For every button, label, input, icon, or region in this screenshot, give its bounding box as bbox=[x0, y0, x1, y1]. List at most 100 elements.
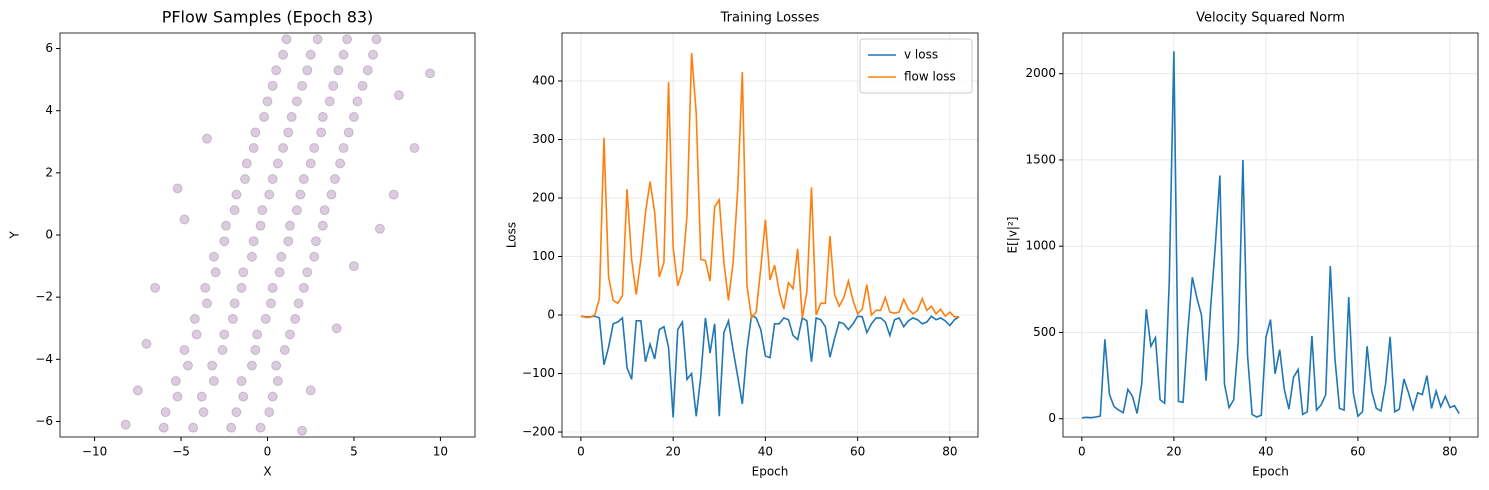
point bbox=[281, 34, 292, 45]
point bbox=[200, 282, 211, 293]
point bbox=[283, 236, 294, 247]
x-tick-label: 60 bbox=[1350, 445, 1365, 459]
line bbox=[580, 52, 960, 320]
point bbox=[298, 174, 309, 185]
point bbox=[255, 220, 266, 231]
point bbox=[198, 407, 209, 418]
y-tick-label: −200 bbox=[522, 425, 555, 439]
point bbox=[324, 96, 335, 107]
point bbox=[312, 34, 323, 45]
point bbox=[290, 313, 301, 324]
point bbox=[236, 282, 247, 293]
point bbox=[348, 261, 359, 272]
x-axis-label: Epoch bbox=[1252, 465, 1289, 479]
point bbox=[267, 282, 278, 293]
x-tick-label: −5 bbox=[172, 445, 190, 459]
point bbox=[409, 142, 420, 153]
point bbox=[302, 267, 313, 278]
point bbox=[272, 158, 283, 169]
subplot: 0 20 40 60 80 0 500 1000 1500 2000 Velocity Square… bbox=[1006, 11, 1479, 479]
point bbox=[255, 422, 266, 433]
point bbox=[352, 96, 363, 107]
point bbox=[297, 425, 308, 436]
point bbox=[264, 407, 275, 418]
point bbox=[342, 34, 353, 45]
point bbox=[371, 34, 382, 45]
point bbox=[305, 158, 316, 169]
legend-box bbox=[859, 38, 973, 94]
point bbox=[272, 376, 283, 387]
legend-label: flow loss bbox=[904, 70, 956, 84]
y-tick-label: −100 bbox=[522, 366, 555, 380]
y-tick-label: 2 bbox=[45, 165, 53, 179]
y-tick-label: −6 bbox=[35, 414, 53, 428]
point bbox=[374, 223, 385, 234]
point bbox=[241, 158, 252, 169]
plot-area bbox=[120, 34, 436, 436]
point bbox=[262, 96, 273, 107]
plot-area bbox=[1081, 51, 1460, 419]
point bbox=[278, 142, 289, 153]
point bbox=[182, 360, 193, 371]
point bbox=[298, 282, 309, 293]
point bbox=[316, 127, 327, 138]
point bbox=[329, 174, 340, 185]
x-axis-label: X bbox=[263, 465, 271, 479]
point bbox=[310, 236, 321, 247]
y-tick-label: 400 bbox=[532, 73, 555, 87]
point bbox=[317, 111, 328, 122]
point bbox=[348, 111, 359, 122]
point bbox=[279, 344, 290, 355]
point bbox=[219, 236, 230, 247]
point bbox=[196, 391, 207, 402]
point bbox=[338, 49, 349, 60]
point bbox=[267, 174, 278, 185]
point bbox=[208, 376, 219, 387]
point bbox=[328, 80, 339, 91]
point bbox=[309, 251, 320, 262]
point bbox=[278, 49, 289, 60]
point bbox=[236, 376, 247, 387]
x-tick-label: −10 bbox=[82, 445, 107, 459]
point bbox=[229, 205, 240, 216]
x-tick-label: 80 bbox=[942, 445, 957, 459]
y-tick-label: 2000 bbox=[1025, 66, 1056, 80]
point bbox=[291, 96, 302, 107]
y-tick-label: 1500 bbox=[1025, 152, 1056, 166]
point bbox=[271, 65, 282, 76]
point bbox=[252, 329, 263, 340]
x-tick-label: 20 bbox=[666, 445, 681, 459]
point bbox=[267, 391, 278, 402]
x-tick-label: 40 bbox=[758, 445, 773, 459]
point bbox=[179, 344, 190, 355]
x-tick-label: 10 bbox=[433, 445, 448, 459]
point bbox=[293, 298, 304, 309]
point bbox=[217, 344, 228, 355]
y-tick-label: 1000 bbox=[1025, 239, 1056, 253]
y-tick-label: 300 bbox=[532, 132, 555, 146]
y-tick-label: 500 bbox=[1033, 325, 1056, 339]
point bbox=[172, 391, 183, 402]
point bbox=[302, 65, 313, 76]
point bbox=[319, 205, 330, 216]
point bbox=[226, 422, 237, 433]
point bbox=[309, 142, 320, 153]
y-tick-label: 4 bbox=[45, 103, 53, 117]
point bbox=[132, 385, 143, 396]
point bbox=[388, 189, 399, 200]
y-tick-label: 6 bbox=[45, 41, 53, 55]
subplot: 0 20 40 60 80 −200 −100 0 100 200 300 400 Training L… bbox=[505, 11, 979, 479]
legend-label: v loss bbox=[904, 48, 938, 62]
chart-title: PFlow Samples (Epoch 83) bbox=[162, 8, 374, 27]
x-axis-label: Epoch bbox=[752, 465, 789, 479]
point bbox=[191, 329, 202, 340]
point bbox=[158, 422, 169, 433]
point bbox=[248, 236, 259, 247]
x-tick-label: 60 bbox=[850, 445, 865, 459]
point bbox=[150, 282, 161, 293]
y-tick-label: 0 bbox=[45, 228, 53, 242]
y-tick-label: 200 bbox=[532, 190, 555, 204]
line bbox=[580, 313, 960, 418]
y-axis-label: E[|v|²] bbox=[1006, 217, 1020, 254]
point bbox=[338, 142, 349, 153]
